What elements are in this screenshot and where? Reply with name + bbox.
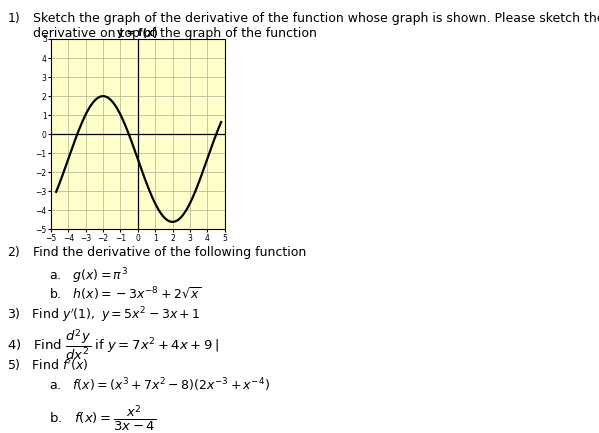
Text: a.   $g(x) = \pi^3$: a. $g(x) = \pi^3$ — [49, 266, 128, 286]
Text: 5)   Find $f'(x)$: 5) Find $f'(x)$ — [7, 357, 89, 373]
Text: a.   $f(x) = (x^3 + 7x^2 - 8)(2x^{-3} + x^{-4})$: a. $f(x) = (x^3 + 7x^2 - 8)(2x^{-3} + x^… — [49, 377, 270, 394]
Text: derivative on top of the graph of the function: derivative on top of the graph of the fu… — [33, 27, 317, 40]
Text: Find the derivative of the following function: Find the derivative of the following fun… — [33, 246, 306, 259]
Title: y = f(x): y = f(x) — [117, 28, 158, 38]
Text: 1): 1) — [7, 12, 20, 25]
Text: 3)   Find $y'(1),\ y = 5x^2 - 3x + 1$: 3) Find $y'(1),\ y = 5x^2 - 3x + 1$ — [7, 305, 201, 325]
Text: b.   $h(x) = -3x^{-8} + 2\sqrt{x}$: b. $h(x) = -3x^{-8} + 2\sqrt{x}$ — [49, 286, 202, 303]
Text: b.   $f(x) = \dfrac{x^2}{3x-4}$: b. $f(x) = \dfrac{x^2}{3x-4}$ — [49, 404, 156, 433]
Text: Sketch the graph of the derivative of the function whose graph is shown. Please : Sketch the graph of the derivative of th… — [33, 12, 599, 25]
Text: 4)   Find $\dfrac{d^2y}{dx^2}$ if $y = 7x^2 + 4x + 9\,|$: 4) Find $\dfrac{d^2y}{dx^2}$ if $y = 7x^… — [7, 327, 219, 362]
Text: 2): 2) — [7, 246, 20, 259]
